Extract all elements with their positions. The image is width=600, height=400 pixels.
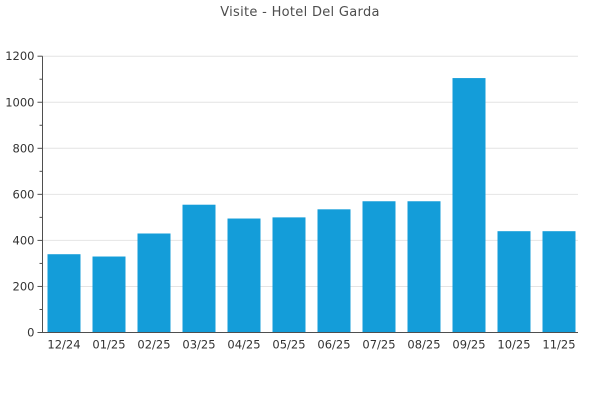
x-tick-label: 03/25 — [182, 338, 215, 352]
bar — [137, 233, 171, 333]
bar — [407, 201, 441, 333]
bar — [182, 204, 216, 333]
x-tick-label: 07/25 — [362, 338, 395, 352]
bar — [272, 217, 306, 333]
y-tick-label: 0 — [27, 326, 34, 340]
y-tick-label: 800 — [13, 141, 35, 155]
chart-title: Visite - Hotel Del Garda — [220, 5, 380, 20]
bar — [92, 256, 126, 333]
y-tick-label: 1000 — [5, 95, 34, 109]
bar — [497, 231, 531, 333]
y-tick-label: 200 — [13, 279, 35, 293]
x-tick-label: 04/25 — [227, 338, 260, 352]
x-tick-label: 10/25 — [497, 338, 530, 352]
bar — [227, 218, 261, 333]
bar — [362, 201, 396, 333]
x-tick-label: 05/25 — [272, 338, 305, 352]
x-tick-label: 02/25 — [137, 338, 170, 352]
y-tick-label: 1200 — [5, 49, 34, 63]
x-tick-label: 11/25 — [542, 338, 575, 352]
x-tick-label: 12/24 — [47, 338, 80, 352]
x-tick-label: 08/25 — [407, 338, 440, 352]
bar — [47, 254, 81, 333]
y-tick-label: 600 — [13, 187, 35, 201]
bar — [542, 231, 576, 333]
bar — [452, 78, 486, 333]
x-tick-label: 01/25 — [92, 338, 125, 352]
x-tick-label: 09/25 — [452, 338, 485, 352]
x-tick-label: 06/25 — [317, 338, 350, 352]
bar — [317, 209, 351, 333]
y-tick-label: 400 — [13, 233, 35, 247]
